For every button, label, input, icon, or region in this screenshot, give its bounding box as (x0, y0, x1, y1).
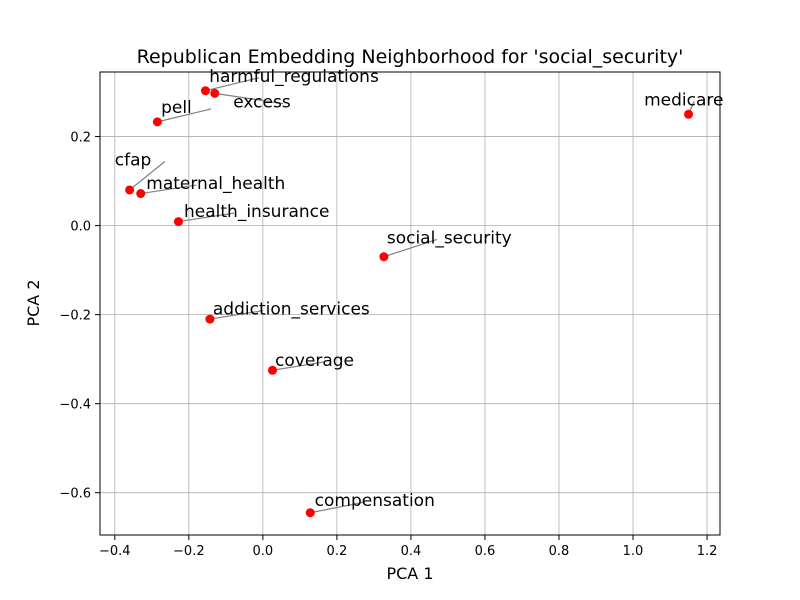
plot-frame (99, 71, 721, 536)
y-tick-label: 0.0 (70, 220, 91, 235)
point-label: maternal_health (146, 174, 285, 194)
label-connector (178, 212, 235, 223)
data-point (205, 314, 215, 324)
x-tick-label: 0.4 (401, 544, 422, 559)
point-label: excess (233, 93, 291, 113)
label-connector (272, 361, 326, 371)
grid (100, 72, 720, 535)
y-axis-label: PCA 2 (24, 279, 43, 326)
chart-title: Republican Embedding Neighborhood for 's… (137, 46, 684, 68)
label-connector (209, 310, 263, 320)
label-connector (383, 238, 438, 258)
label-connector (214, 92, 284, 105)
point-label: health_insurance (184, 202, 329, 222)
x-tick-label: 0.2 (327, 544, 348, 559)
point-label: compensation (315, 491, 435, 511)
x-tick-label: 1.2 (697, 544, 718, 559)
label-connector (310, 501, 365, 514)
data-point (136, 189, 146, 199)
data-markers (125, 86, 694, 518)
x-tick-label: −0.4 (99, 544, 131, 559)
x-tick-label: 0.6 (475, 544, 496, 559)
y-tick-label: −0.6 (59, 487, 91, 502)
data-point (125, 185, 135, 195)
x-tick-label: −0.2 (173, 544, 205, 559)
y-axis-ticks: −0.6 −0.4 −0.2 0.0 0.2 (59, 131, 100, 502)
point-label: medicare (644, 90, 723, 110)
data-point (173, 217, 183, 227)
point-label: pell (161, 98, 192, 118)
x-axis-label: PCA 1 (386, 564, 433, 583)
y-tick-label: −0.2 (59, 309, 91, 324)
x-tick-label: 0.0 (253, 544, 274, 559)
point-label: harmful_regulations (209, 67, 379, 87)
x-tick-label: 0.8 (549, 544, 570, 559)
point-label: social_security (387, 228, 512, 248)
data-point (152, 117, 162, 127)
y-tick-label: 0.2 (70, 131, 91, 146)
data-point (379, 252, 389, 262)
point-label: addiction_services (213, 300, 370, 320)
x-axis-ticks: −0.4 −0.2 0.0 0.2 0.4 0.6 0.8 1.0 1.2 (99, 535, 717, 559)
data-point (684, 109, 694, 119)
y-tick-label: −0.4 (59, 398, 91, 413)
label-connector (205, 77, 260, 92)
data-point (267, 365, 277, 375)
label-connector (157, 108, 212, 123)
data-point (200, 86, 210, 96)
label-connector (140, 184, 197, 195)
connector-lines (129, 77, 695, 514)
x-tick-label: 1.0 (623, 544, 644, 559)
point-label: cfap (115, 150, 152, 170)
point-label: coverage (275, 351, 354, 371)
data-point (305, 508, 315, 518)
data-point (210, 88, 220, 98)
label-connector (129, 161, 166, 191)
